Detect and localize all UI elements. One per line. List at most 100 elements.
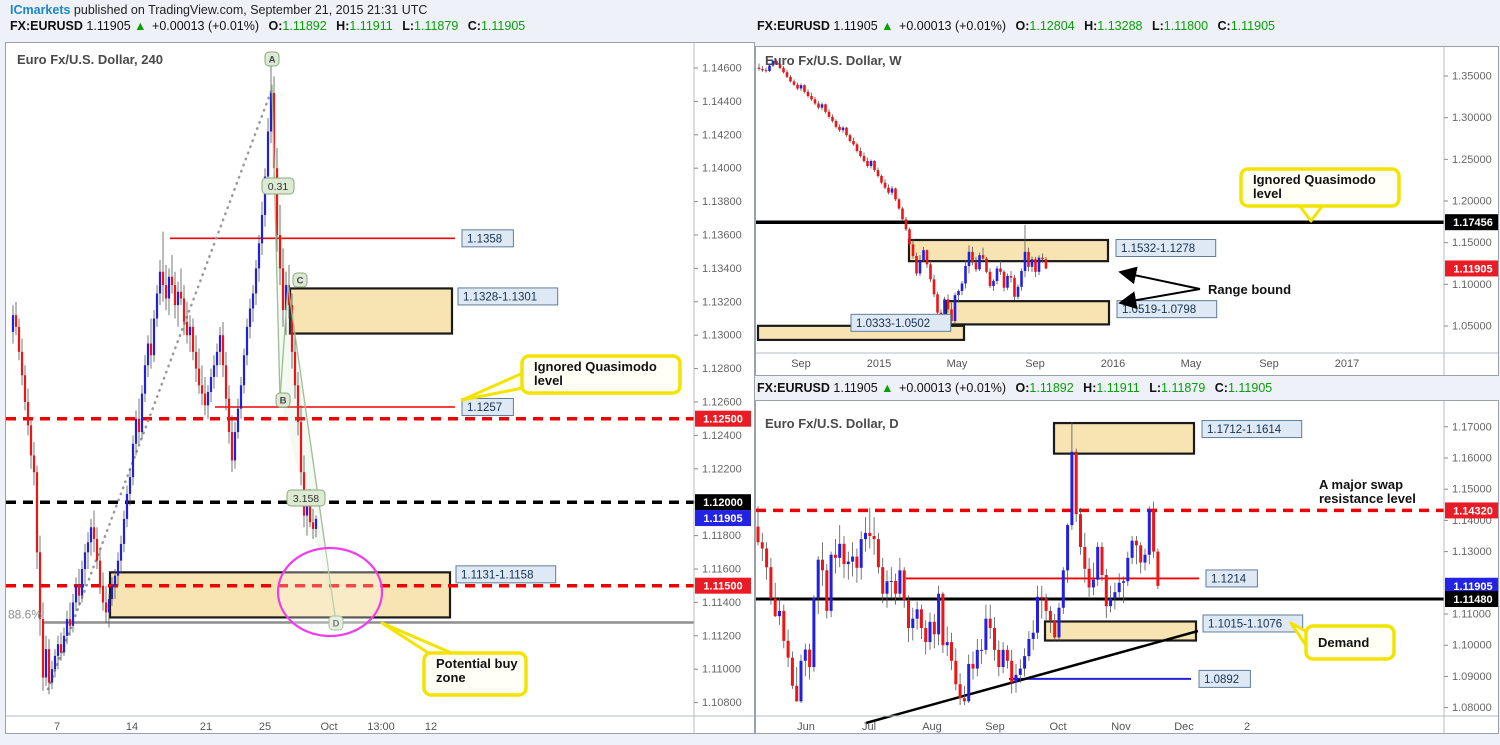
price-tick-label: 1.16000 — [1452, 453, 1492, 465]
zone-range-label[interactable] — [455, 565, 557, 584]
candle-body — [119, 543, 123, 561]
candle-body — [855, 144, 859, 151]
weekly-chart-canvas[interactable]: 1.1532-1.1278 1.0519-1.0798 1.0333-1.0502 1… — [756, 47, 1498, 375]
candle-body — [838, 126, 841, 131]
callout-text: Ignored Quasimodo — [534, 359, 657, 374]
candle-body — [290, 305, 294, 352]
candle-body — [83, 552, 87, 569]
annotation-text: A major swap — [1319, 477, 1403, 492]
price-badge — [1445, 260, 1498, 277]
candle-body — [960, 283, 964, 291]
trend-line[interactable] — [46, 87, 274, 691]
callout-bubble[interactable] — [1304, 624, 1396, 661]
zone-range-label[interactable] — [1201, 420, 1303, 439]
candle-body — [1031, 632, 1035, 639]
candle-body — [314, 518, 318, 529]
candle-body — [883, 182, 887, 188]
callout-bubble[interactable] — [422, 651, 528, 697]
candle-body — [47, 649, 51, 683]
last-price: 1.11905 — [833, 19, 878, 33]
price-badge-text: 1.12500 — [703, 414, 743, 426]
time-tick-label: 2017 — [1335, 358, 1359, 370]
candle-body — [242, 355, 246, 386]
candle-body — [999, 268, 1002, 272]
price-badge-text: 1.11905 — [1453, 263, 1492, 275]
level-price-label[interactable] — [1205, 569, 1258, 588]
zone-range-label[interactable] — [457, 287, 559, 306]
supply-demand-zone[interactable] — [907, 238, 1110, 263]
zone-range-label[interactable] — [1115, 238, 1217, 257]
time-tick-label: Dec — [1174, 721, 1194, 733]
candle-body — [954, 660, 958, 685]
candle-body — [971, 251, 974, 263]
price-tick-label: 1.11000 — [702, 664, 741, 676]
candle-body — [218, 335, 222, 352]
annotation-arrow[interactable] — [1118, 266, 1201, 290]
low-value: 1.11879 — [414, 19, 459, 33]
symbol-name: FX:EURUSD — [757, 19, 830, 33]
candle-body — [796, 84, 799, 89]
supply-demand-zone[interactable] — [1052, 421, 1196, 455]
abcd-pattern-line[interactable] — [287, 285, 337, 623]
candle-body — [1023, 656, 1027, 669]
candle-body — [908, 229, 911, 245]
candle-body — [158, 271, 162, 294]
pattern-point-d-badge[interactable] — [328, 615, 344, 631]
pattern-point-a-badge[interactable] — [264, 51, 280, 67]
candle-body — [14, 315, 18, 327]
highlight-ellipse[interactable] — [276, 546, 384, 638]
pattern-point-b-badge[interactable] — [275, 392, 291, 408]
candle-body — [782, 610, 786, 641]
candle-body — [1100, 546, 1104, 575]
high-value: 1.11911 — [1096, 381, 1140, 395]
publisher-name[interactable]: ICmarkets — [10, 3, 71, 17]
candle-body — [810, 95, 813, 100]
supply-demand-zone[interactable] — [288, 287, 454, 335]
callout-bubble[interactable] — [520, 354, 682, 395]
daily-chart-canvas[interactable]: 1.1214 1.0892 1.1712-1.1614 1.1015-1.1076 1.… — [756, 401, 1498, 733]
time-tick-label: Sep — [985, 721, 1005, 733]
candle-body — [869, 160, 873, 166]
candle-body — [945, 642, 949, 646]
candle-body — [1061, 570, 1065, 608]
chart-title-240: Euro Fx/U.S. Dollar, 240 — [17, 52, 163, 67]
candle-body — [1016, 286, 1020, 297]
supply-demand-zone[interactable] — [944, 300, 1111, 326]
time-tick-label: Sep — [791, 358, 811, 370]
level-price-label[interactable] — [461, 229, 514, 248]
pattern-point-letter: D — [333, 619, 340, 630]
candle-body — [32, 455, 36, 473]
pattern-point-c-badge[interactable] — [292, 272, 308, 288]
close-value: 1.11905 — [480, 19, 526, 33]
candle-body — [845, 127, 848, 136]
annotation-arrow[interactable] — [1118, 288, 1201, 310]
candle-body — [77, 585, 81, 596]
price-tick-label: 1.13800 — [702, 196, 742, 208]
price-tick-label: 1.10000 — [1452, 279, 1492, 291]
candle-body — [1130, 540, 1134, 558]
price-tick-label: 1.14000 — [702, 163, 742, 175]
level-price-label[interactable] — [461, 398, 514, 417]
candle-body — [203, 393, 207, 406]
zone-range-label[interactable] — [1202, 614, 1304, 633]
candle-body — [872, 536, 876, 540]
zone-range-label[interactable] — [1116, 300, 1218, 319]
callout-bubble[interactable] — [1239, 167, 1401, 208]
candle-body — [1147, 509, 1151, 555]
trend-line[interactable] — [865, 629, 1199, 725]
close-value: 1.11905 — [1227, 381, 1273, 395]
candle-body — [946, 299, 950, 310]
candle-body — [233, 432, 237, 461]
zone-range-label[interactable] — [850, 313, 952, 332]
level-price-label[interactable] — [1198, 669, 1251, 688]
m240-chart-canvas[interactable]: A B C D 0.31 3.158 1.1358 1.1257 88.6% 1.1328-1.1… — [6, 43, 754, 733]
candle-body — [1034, 259, 1037, 272]
price-label-text: 1.1257 — [467, 402, 502, 414]
candle-body — [182, 298, 186, 322]
abcd-pattern-line[interactable] — [279, 285, 289, 399]
abcd-pattern-line[interactable] — [271, 84, 281, 399]
candle-body — [993, 628, 996, 650]
candle-body — [167, 276, 171, 299]
candle-body — [95, 538, 99, 561]
